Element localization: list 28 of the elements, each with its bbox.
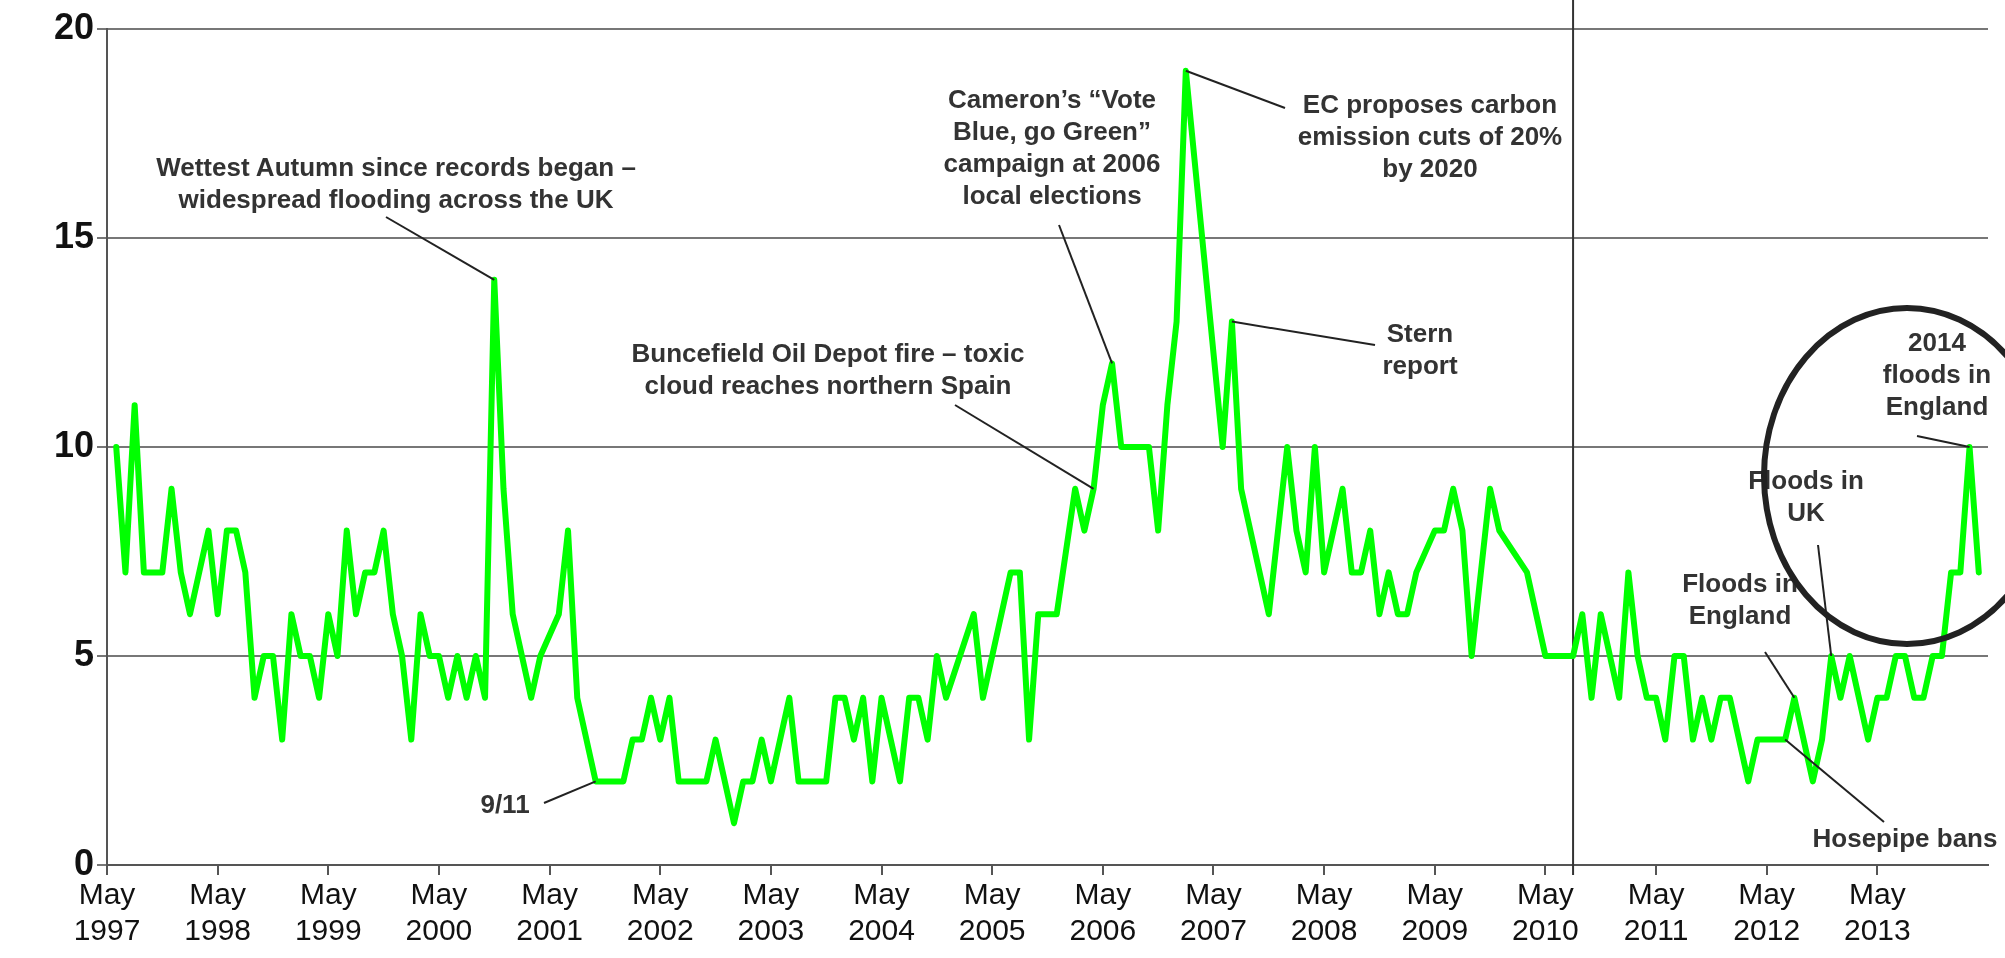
y-tick-label: 15 [53, 214, 94, 256]
x-tick-label: May 2013 [1843, 877, 1911, 947]
annotation: Stern report [1382, 318, 1458, 381]
x-tick-label: May 2007 [1180, 877, 1247, 947]
annotation: Cameron’s “Vote Blue, go Green” campaign at 2006 local elections [943, 84, 1161, 211]
y-tick-label: 10 [53, 423, 94, 465]
x-tick-label: May 2010 [1512, 877, 1579, 947]
x-tick-label: May 1998 [184, 877, 252, 947]
x-tick-label: May 2005 [958, 877, 1026, 947]
annotation: Buncefield Oil Depot fire – toxic cloud reaches northern Spain [631, 338, 1025, 401]
x-tick-label: May 2008 [1290, 877, 1358, 947]
y-tick-label: 5 [73, 632, 94, 674]
x-tick-label: May 1999 [294, 877, 362, 947]
annotation: 2014 floods in England [1882, 327, 1992, 422]
annotation: 9/11 [480, 789, 530, 820]
annotation: Hosepipe bans [1812, 823, 1998, 854]
x-tick-label: May 2009 [1401, 877, 1469, 947]
x-tick-label: May 2001 [516, 877, 583, 947]
x-tick-label: May 2002 [626, 877, 694, 947]
x-tick-label: May 2011 [1623, 877, 1689, 947]
y-tick-label: 20 [53, 5, 94, 47]
x-tick-label: May 2000 [405, 877, 473, 947]
annotation: Wettest Autumn since records began – widespread flooding across the UK [156, 152, 636, 215]
x-tick-label: May 2004 [848, 877, 915, 947]
x-tick-label: May 2012 [1733, 877, 1801, 947]
x-tick-label: May 2006 [1069, 877, 1137, 947]
x-tick-label: May 2003 [737, 877, 805, 947]
annotation: EC proposes carbon emission cuts of 20% by 2020 [1297, 89, 1563, 184]
